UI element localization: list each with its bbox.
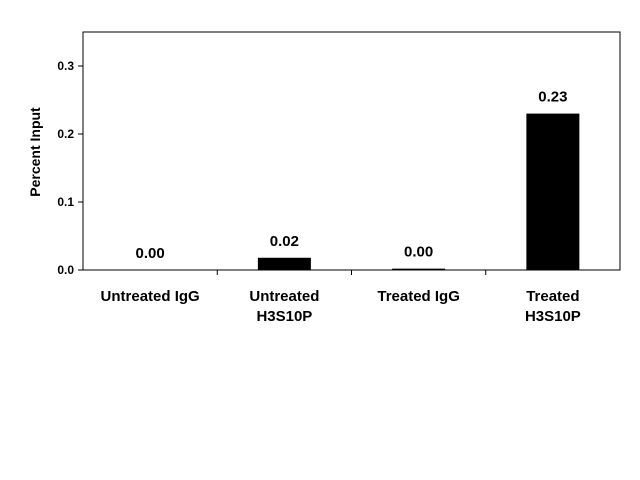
y-axis: 0.0 0.1 0.2 0.3	[57, 59, 83, 277]
bar	[526, 113, 580, 270]
y-tick-label: 0.3	[57, 59, 74, 73]
bar	[257, 257, 311, 270]
y-tick-label: 0.1	[57, 195, 74, 209]
x-category-label: Treated IgG	[377, 288, 460, 305]
x-axis: Untreated IgG Untreated H3S10P Treated IgG T…	[101, 270, 581, 325]
y-tick-label: 0.2	[57, 127, 74, 141]
data-label: 0.00	[136, 245, 165, 262]
x-category-label: Untreated H3S10P	[249, 288, 319, 325]
data-label: 0.00	[404, 244, 433, 261]
data-label: 0.02	[270, 233, 299, 250]
bar	[392, 268, 446, 270]
y-axis-title: Percent Input	[27, 107, 43, 197]
y-tick-label: 0.0	[57, 263, 74, 277]
data-label: 0.23	[538, 89, 567, 106]
x-category-label: Treated H3S10P	[525, 288, 581, 325]
bars: 0.00 0.02 0.00 0.23	[136, 89, 580, 270]
x-category-label: Untreated IgG	[101, 288, 200, 305]
